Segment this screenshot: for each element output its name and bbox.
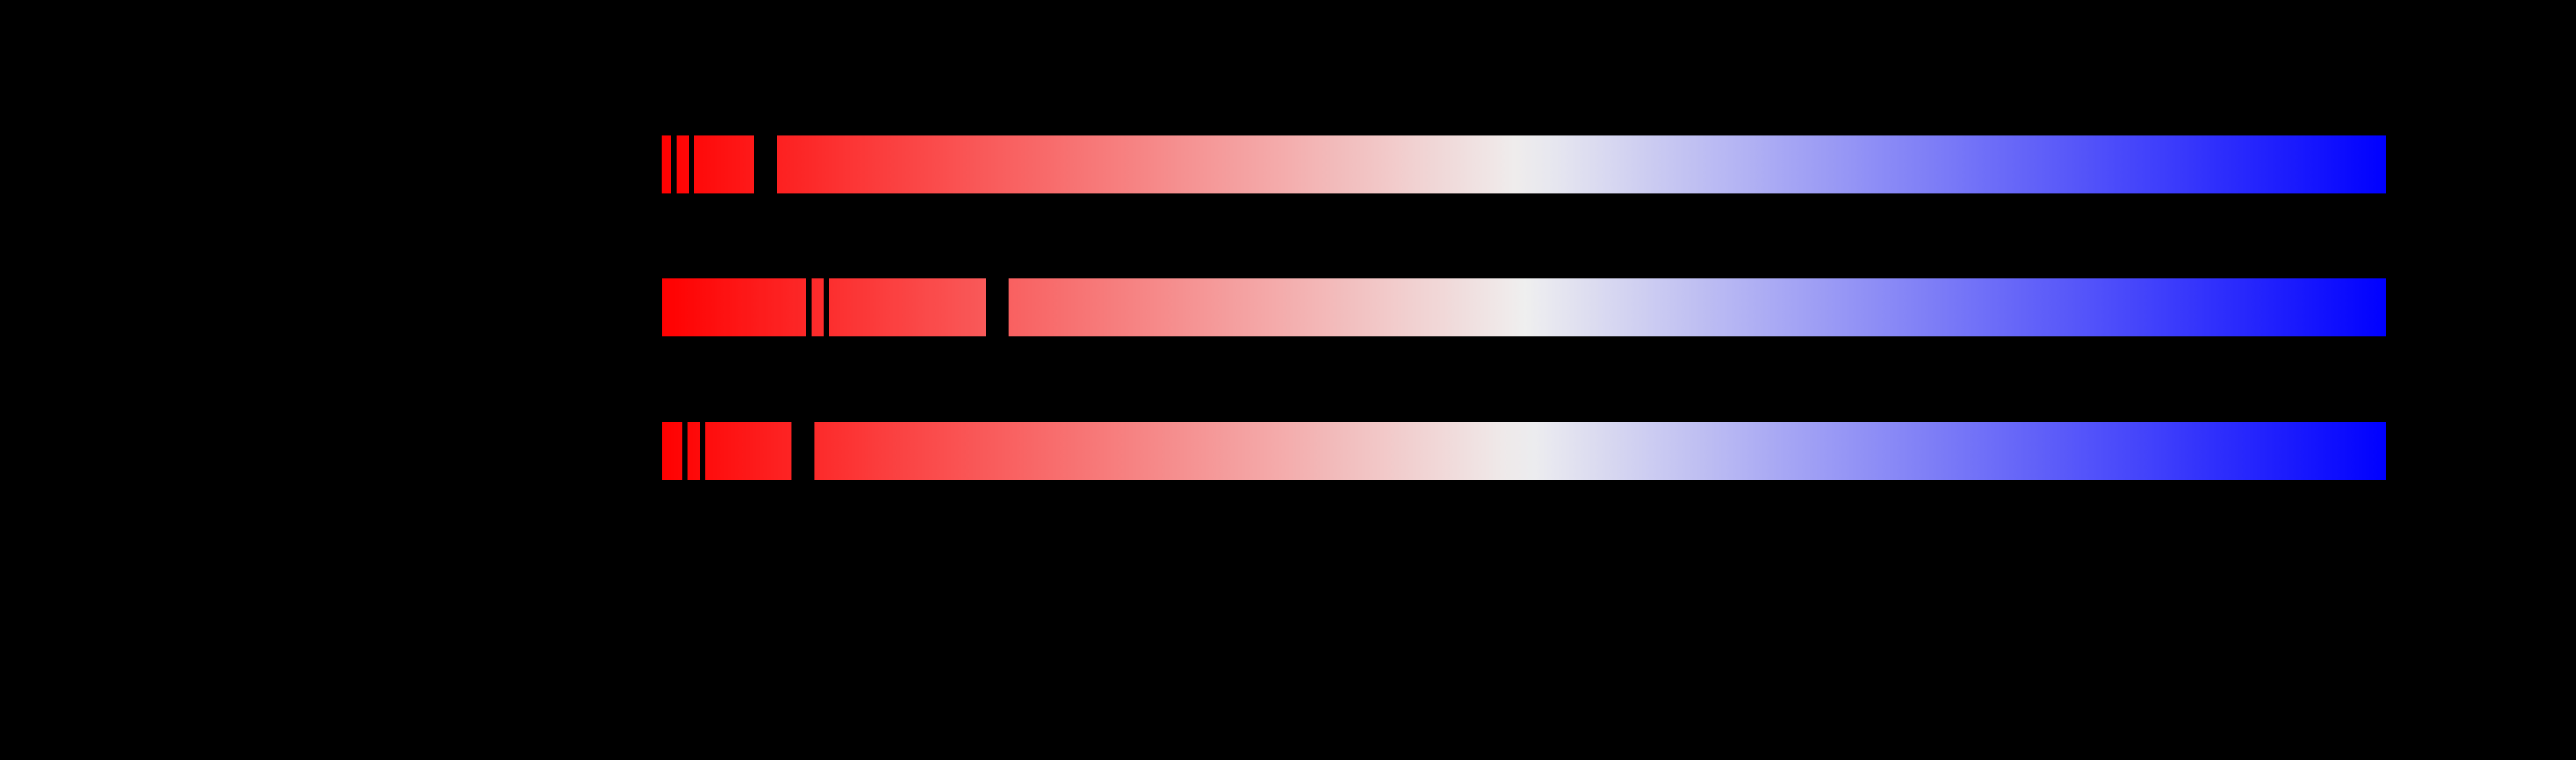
colormap-segment	[677, 135, 689, 193]
colormap-segment	[662, 422, 682, 480]
colormap-segment	[1009, 278, 2386, 336]
colorbar-row-3	[0, 422, 2576, 480]
colormap-segment	[688, 422, 700, 480]
colormap-segment	[662, 135, 671, 193]
colormap-segment	[662, 278, 806, 336]
colormap-segment	[694, 135, 754, 193]
colormap-segment	[777, 135, 2386, 193]
colorbar-row-2	[0, 278, 2576, 336]
colormap-segment	[705, 422, 791, 480]
colormap-segment	[812, 278, 824, 336]
colorbar-row-1	[0, 135, 2576, 193]
colormap-segment	[829, 278, 986, 336]
colormap-segment	[814, 422, 2386, 480]
